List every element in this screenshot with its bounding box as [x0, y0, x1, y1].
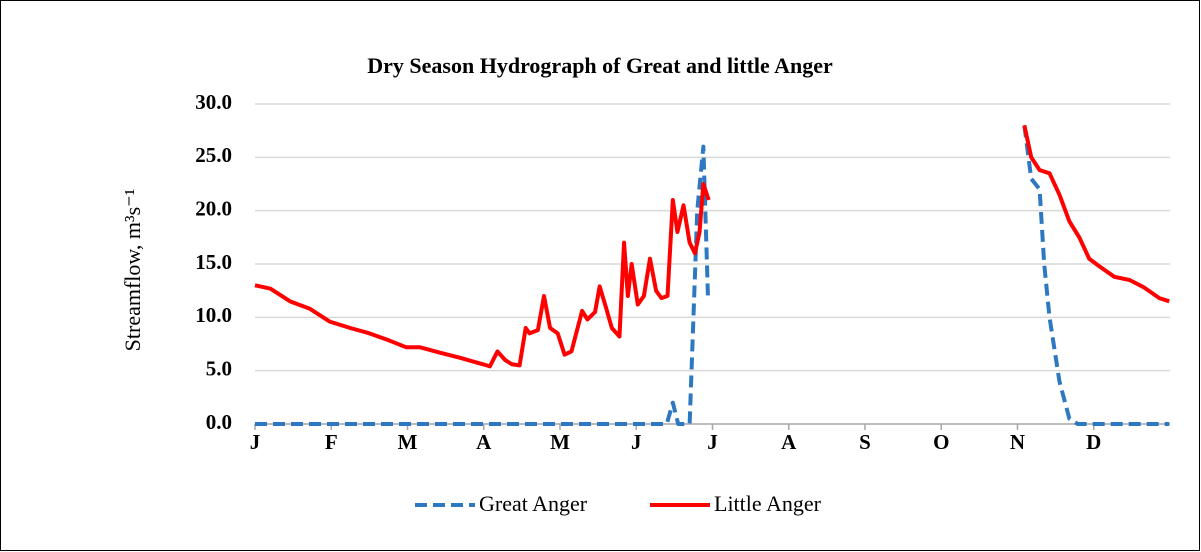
y-tick-label: 15.0: [195, 250, 232, 274]
y-tick-label: 25.0: [195, 143, 232, 167]
x-tick-label: J: [631, 430, 642, 454]
y-tick-label: 20.0: [195, 196, 232, 220]
chart-title: Dry Season Hydrograph of Great and littl…: [367, 53, 833, 78]
y-tick-label: 5.0: [206, 356, 232, 380]
legend-label: Little Anger: [714, 491, 822, 516]
y-tick-label: 30.0: [195, 90, 232, 114]
legend-label: Great Anger: [479, 491, 588, 516]
x-tick-label: O: [933, 430, 949, 454]
x-tick-label: J: [707, 430, 718, 454]
x-tick-label: M: [398, 430, 418, 454]
x-tick-label: A: [781, 430, 797, 454]
x-tick-label: N: [1010, 430, 1025, 454]
y-tick-label: 10.0: [195, 303, 232, 327]
line: [255, 125, 1170, 426]
x-tick-label: M: [550, 430, 570, 454]
x-tick-label: S: [859, 430, 871, 454]
x-tick-label: D: [1086, 430, 1101, 454]
y-tick-label: 0.0: [206, 410, 232, 434]
line: [254, 124, 1170, 369]
x-tick-label: A: [476, 430, 492, 454]
y-axis-label: Streamflow, m³s⁻¹: [120, 189, 145, 352]
x-tick-label: F: [325, 430, 338, 454]
x-tick-label: J: [250, 430, 261, 454]
